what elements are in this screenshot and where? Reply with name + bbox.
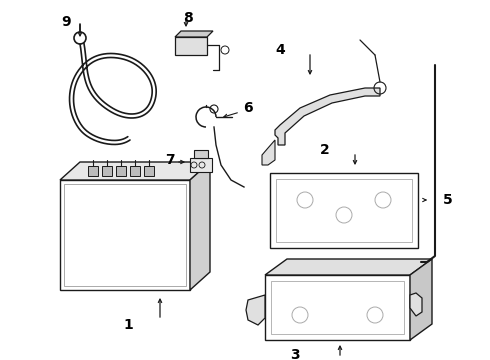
Polygon shape bbox=[60, 162, 210, 180]
Text: 6: 6 bbox=[243, 101, 253, 115]
Polygon shape bbox=[265, 259, 432, 275]
Polygon shape bbox=[262, 140, 275, 165]
Bar bbox=[144, 166, 154, 176]
Bar bbox=[265, 275, 410, 340]
Text: 2: 2 bbox=[320, 143, 330, 157]
Bar bbox=[190, 158, 212, 172]
Polygon shape bbox=[190, 162, 210, 290]
Bar bbox=[64, 184, 186, 286]
Text: 4: 4 bbox=[275, 43, 285, 57]
Bar bbox=[130, 166, 140, 176]
Bar bbox=[271, 281, 404, 334]
Polygon shape bbox=[275, 88, 380, 145]
Text: 8: 8 bbox=[183, 11, 193, 25]
Text: 1: 1 bbox=[123, 318, 133, 332]
Bar bbox=[276, 179, 412, 242]
Polygon shape bbox=[246, 295, 265, 325]
Polygon shape bbox=[410, 259, 432, 340]
Bar bbox=[60, 180, 190, 290]
Text: 9: 9 bbox=[61, 15, 71, 29]
Text: 7: 7 bbox=[165, 153, 175, 167]
Bar bbox=[116, 166, 126, 176]
Polygon shape bbox=[175, 31, 213, 37]
Text: 3: 3 bbox=[290, 348, 300, 360]
Bar bbox=[88, 166, 98, 176]
Bar bbox=[102, 166, 112, 176]
Polygon shape bbox=[410, 293, 422, 316]
Bar bbox=[175, 37, 207, 55]
Text: 5: 5 bbox=[443, 193, 453, 207]
Bar bbox=[194, 150, 208, 158]
Bar bbox=[270, 173, 418, 248]
